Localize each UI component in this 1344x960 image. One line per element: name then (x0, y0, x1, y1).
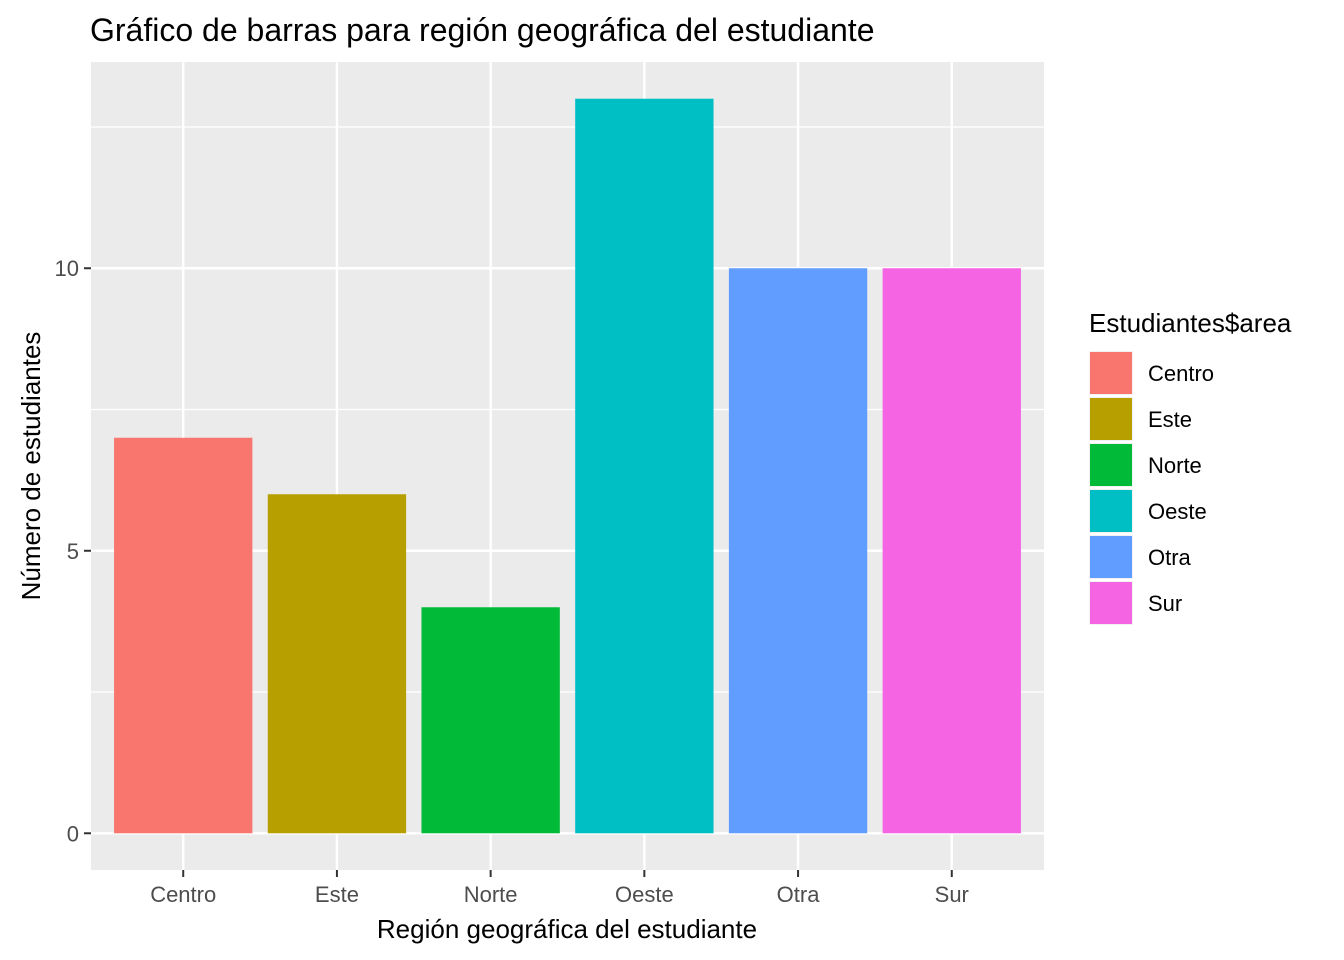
bar-oeste (575, 98, 714, 834)
legend-label: Otra (1148, 545, 1192, 570)
legend-key-este (1090, 398, 1132, 440)
legend-key-norte (1090, 444, 1132, 486)
x-tick-label: Centro (150, 882, 216, 907)
x-axis: Centro Este Norte Oeste Otra Sur (150, 870, 969, 907)
y-tick-label: 0 (67, 821, 79, 846)
y-tick-label: 5 (67, 539, 79, 564)
legend-label: Sur (1148, 591, 1182, 616)
bar-otra (728, 268, 868, 834)
legend-title: Estudiantes$area (1089, 308, 1292, 338)
legend-label: Centro (1148, 361, 1214, 386)
legend-label: Este (1148, 407, 1192, 432)
bar-sur (882, 268, 1021, 834)
y-axis-title: Número de estudiantes (16, 332, 46, 601)
x-tick-label: Sur (935, 882, 969, 907)
x-tick-label: Norte (464, 882, 518, 907)
legend-key-sur (1090, 582, 1132, 624)
bar-centro (114, 437, 253, 834)
legend-key-otra (1090, 536, 1132, 578)
legend-key-oeste (1090, 490, 1132, 532)
y-tick-label: 10 (55, 256, 79, 281)
x-tick-label: Otra (777, 882, 821, 907)
chart-title: Gráfico de barras para región geográfica… (90, 12, 874, 48)
y-axis: 0 5 10 (55, 256, 91, 846)
legend-key-centro (1090, 352, 1132, 394)
legend-label: Oeste (1148, 499, 1207, 524)
legend-label: Norte (1148, 453, 1202, 478)
bars (114, 98, 1021, 834)
bar-este (267, 494, 407, 834)
x-tick-label: Oeste (615, 882, 674, 907)
x-axis-title: Región geográfica del estudiante (377, 914, 757, 944)
legend: Centro Este Norte Oeste Otra Sur (1089, 351, 1214, 625)
bar-norte (421, 607, 560, 834)
x-tick-label: Este (315, 882, 359, 907)
